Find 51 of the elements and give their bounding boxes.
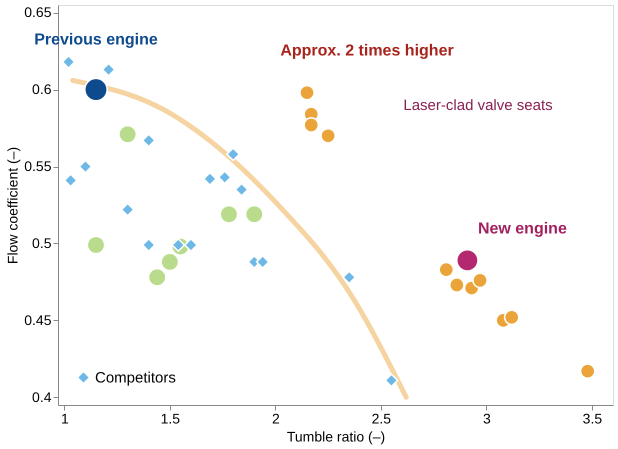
point — [449, 277, 465, 293]
point — [384, 374, 398, 388]
x-tick-label: 3.5 — [582, 410, 602, 426]
point — [84, 78, 108, 102]
point — [142, 134, 156, 148]
point — [120, 202, 135, 216]
point — [342, 270, 356, 284]
annotation: Laser-clad valve seats — [403, 97, 553, 114]
annotation: New engine — [478, 220, 567, 238]
legend-label: Competitors — [95, 370, 176, 386]
point — [171, 238, 186, 252]
point — [64, 174, 78, 188]
y-tick-label: 0.4 — [32, 388, 52, 405]
y-tick-label: 0.55 — [24, 158, 52, 174]
point — [580, 363, 596, 379]
point — [320, 128, 336, 144]
point — [148, 268, 167, 287]
point — [244, 204, 264, 224]
annotation: Approx. 2 times higher — [280, 42, 454, 60]
x-tick-label: 1.5 — [160, 410, 180, 426]
point — [303, 117, 320, 133]
y-tick-label: 0.5 — [32, 234, 52, 251]
point — [438, 262, 454, 278]
point — [218, 170, 232, 184]
point — [299, 84, 315, 100]
y-axis-title: Flow coefficient (–) — [4, 146, 20, 264]
point — [256, 255, 270, 269]
y-tick-label: 0.45 — [24, 312, 52, 328]
point — [234, 182, 248, 196]
point — [456, 249, 479, 272]
point — [86, 236, 106, 254]
point — [226, 147, 240, 162]
point — [102, 62, 116, 76]
y-tick-label: 0.6 — [32, 81, 52, 98]
point — [118, 124, 138, 144]
x-tick-label: 1 — [60, 410, 69, 426]
point — [203, 172, 217, 186]
x-tick-label: 2 — [272, 410, 280, 426]
x-axis-title: Tumble ratio (–) — [286, 428, 386, 444]
annotation: Previous engine — [34, 32, 158, 49]
point — [184, 238, 198, 252]
point — [142, 238, 156, 252]
y-tick-label: 0.65 — [24, 4, 52, 20]
point — [62, 55, 76, 69]
point — [220, 204, 238, 224]
point — [160, 252, 180, 272]
point — [472, 272, 488, 288]
x-tick-label: 2.5 — [372, 410, 392, 426]
point — [78, 160, 92, 174]
point — [504, 310, 520, 326]
x-tick-label: 3 — [482, 410, 491, 426]
